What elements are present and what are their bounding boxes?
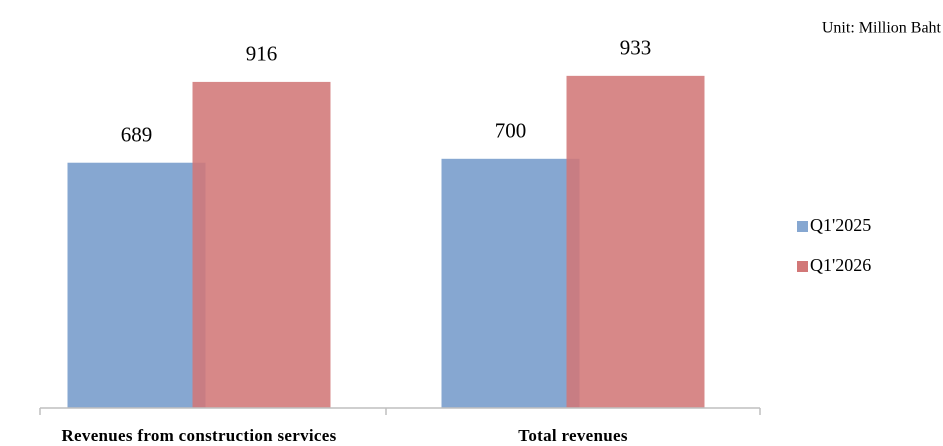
bar (67, 162, 206, 408)
value-label: 933 (620, 36, 652, 60)
unit-annotation: Unit: Million Baht (822, 20, 942, 37)
bar (441, 158, 580, 408)
x-tick-label: Total revenues (518, 426, 628, 445)
legend-swatch (797, 261, 808, 272)
legend-label: Q1'2025 (810, 215, 871, 235)
legend-swatch (797, 221, 808, 232)
bar (566, 75, 705, 409)
value-label: 700 (495, 119, 527, 143)
bar (192, 81, 331, 409)
x-tick-label: Revenues from construction services (61, 426, 336, 445)
value-label: 689 (121, 123, 153, 147)
legend-label: Q1'2026 (810, 255, 871, 275)
value-label: 916 (246, 42, 278, 66)
